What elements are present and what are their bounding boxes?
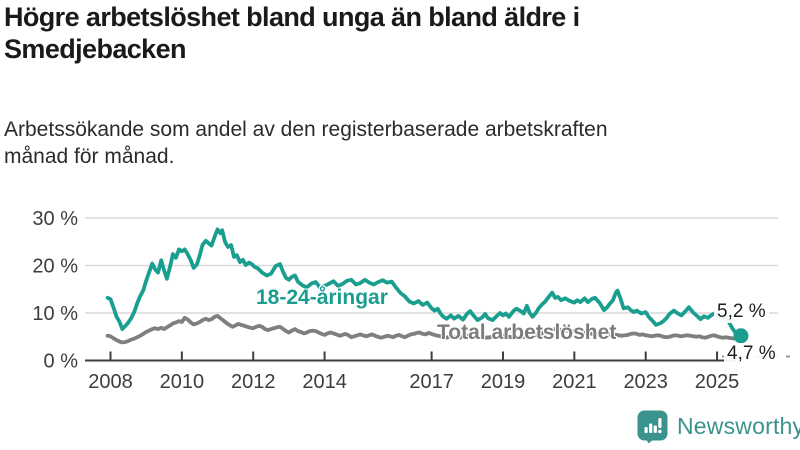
y-axis-tick-label: 10 %: [32, 303, 78, 325]
y-axis-tick-label: 0 %: [44, 351, 79, 373]
end-value-label-total: 4,7 %: [724, 343, 779, 365]
series-end-dot: [733, 328, 749, 344]
series-label-total: Total arbetslöshet: [437, 321, 617, 344]
x-axis-tick-label: 2014: [302, 371, 347, 393]
series-line-total: [105, 313, 743, 345]
x-axis-tick-label: 2008: [88, 371, 133, 393]
x-axis-tick-label: 2023: [623, 371, 668, 393]
chart-subtitle: Arbetssökande som andel av den registerb…: [4, 118, 608, 169]
newsworthy-logo: Newsworthy: [637, 410, 800, 443]
x-axis-tick-label: 2017: [409, 371, 454, 393]
x-axis-tick-label: 2010: [160, 371, 205, 393]
newsworthy-icon: [637, 410, 668, 443]
x-axis-tick-label: 2019: [481, 371, 526, 393]
series-line-young: [105, 227, 743, 338]
y-axis-tick-label: 20 %: [32, 256, 78, 278]
x-axis-tick-label: 2025: [695, 371, 740, 393]
page-title: Högre arbetslöshet bland unga än bland ä…: [4, 2, 580, 64]
newsworthy-wordmark: Newsworthy: [677, 413, 800, 439]
y-axis-tick-label: 30 %: [32, 208, 78, 230]
end-value-label-young: 5,2 %: [714, 301, 769, 323]
series-label-young: 18-24-åringar: [256, 286, 388, 309]
x-axis-tick-label: 2021: [552, 371, 597, 393]
x-axis-tick-label: 2012: [231, 371, 276, 393]
